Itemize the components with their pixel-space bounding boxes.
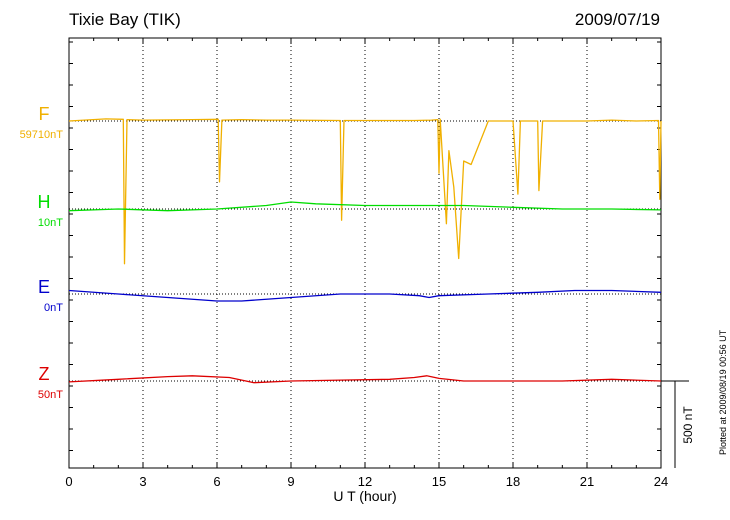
x-tick-label: 24 (654, 474, 668, 489)
scale-bar-label: 500 nT (681, 406, 695, 444)
frame-ticks (68, 38, 662, 468)
x-tick-label: 15 (432, 474, 446, 489)
x-tick-label: 21 (580, 474, 594, 489)
series-name-f: F (39, 104, 50, 124)
date-title: 2009/07/19 (574, 10, 660, 29)
series-lines (68, 118, 662, 384)
series-name-e: E (38, 277, 50, 297)
plotted-timestamp: Plotted at 2009/08/19 00:56 UT (718, 329, 728, 455)
series-baseline-label-h: 10nT (38, 217, 63, 229)
x-tick-label: 0 (65, 474, 72, 489)
x-tick-label: 18 (506, 474, 520, 489)
series-name-h: H (38, 192, 51, 212)
vertical-grid (142, 38, 588, 468)
x-tick-label: 3 (139, 474, 146, 489)
x-tick-label: 9 (287, 474, 294, 489)
x-tick-label: 12 (358, 474, 372, 489)
series-name-z: Z (39, 364, 50, 384)
series-line-z (68, 375, 662, 384)
series-baseline-label-f: 59710nT (20, 129, 64, 141)
scale-bar: 500 nT (661, 380, 695, 468)
series-labels: F 59710nT H 10nT E 0nT Z 50nT (20, 104, 64, 401)
series-baseline-label-z: 50nT (38, 389, 63, 401)
x-tick-label: 6 (213, 474, 220, 489)
x-tick-labels: 0 3 6 9 12 15 18 21 24 (65, 474, 668, 489)
x-axis-label: U T (hour) (333, 488, 396, 504)
series-line-f (68, 118, 662, 265)
station-title: Tixie Bay (TIK) (69, 10, 181, 29)
series-line-h (68, 201, 662, 212)
series-line-e (68, 289, 662, 302)
series-baseline-label-e: 0nT (44, 302, 63, 314)
